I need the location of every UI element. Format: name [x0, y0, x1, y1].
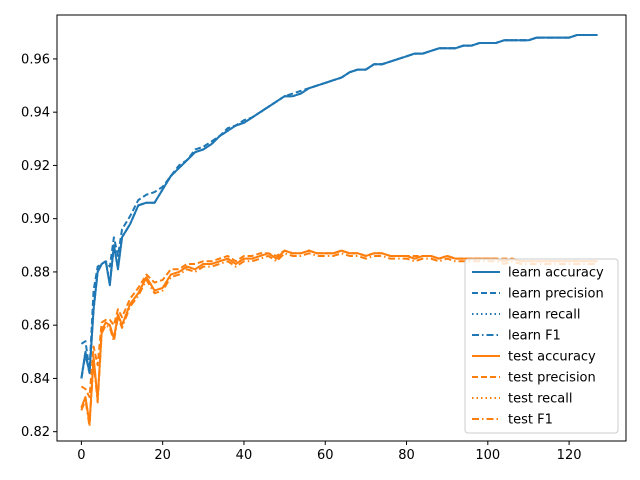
legend-label-test-accuracy: test accuracy — [508, 350, 596, 365]
y-tick-label: 0.82 — [21, 425, 50, 440]
legend-label-learn-recall: learn recall — [508, 308, 580, 323]
y-tick-label: 0.88 — [21, 265, 50, 280]
x-tick-label: 80 — [398, 448, 415, 463]
legend-label-test-precision: test precision — [508, 371, 596, 386]
legend-box — [464, 258, 619, 434]
y-tick-label: 0.94 — [21, 106, 50, 121]
legend-label-learn-precision: learn precision — [508, 287, 604, 302]
y-tick-label: 0.84 — [21, 372, 50, 387]
x-tick-label: 60 — [317, 448, 334, 463]
legend-label-test-f1: test F1 — [508, 413, 553, 428]
y-tick-label: 0.86 — [21, 319, 50, 334]
legend: learn accuracy learn precision learn recal… — [464, 258, 619, 434]
y-tick-label: 0.92 — [21, 159, 50, 174]
series-line-learn-precision — [80, 33, 598, 372]
series-line-test-precision — [80, 249, 598, 399]
y-tick-label: 0.96 — [21, 52, 50, 67]
x-tick-label: 100 — [475, 448, 500, 463]
legend-label-test-recall: test recall — [508, 392, 573, 407]
x-axis: 0 20 40 60 80 100 120 — [77, 441, 582, 463]
y-axis: 0.82 0.84 0.86 0.88 0.90 0.92 0.94 0.96 — [21, 52, 57, 440]
x-tick-label: 120 — [557, 448, 582, 463]
x-tick-label: 40 — [236, 448, 253, 463]
x-tick-label: 20 — [154, 448, 171, 463]
x-tick-label: 0 — [77, 448, 85, 463]
legend-label-learn-accuracy: learn accuracy — [508, 266, 604, 281]
series-line-learn-f1 — [80, 33, 598, 379]
y-tick-label: 0.90 — [21, 212, 50, 227]
plot-frame — [56, 14, 627, 442]
legend-label-learn-f1: learn F1 — [508, 329, 561, 344]
